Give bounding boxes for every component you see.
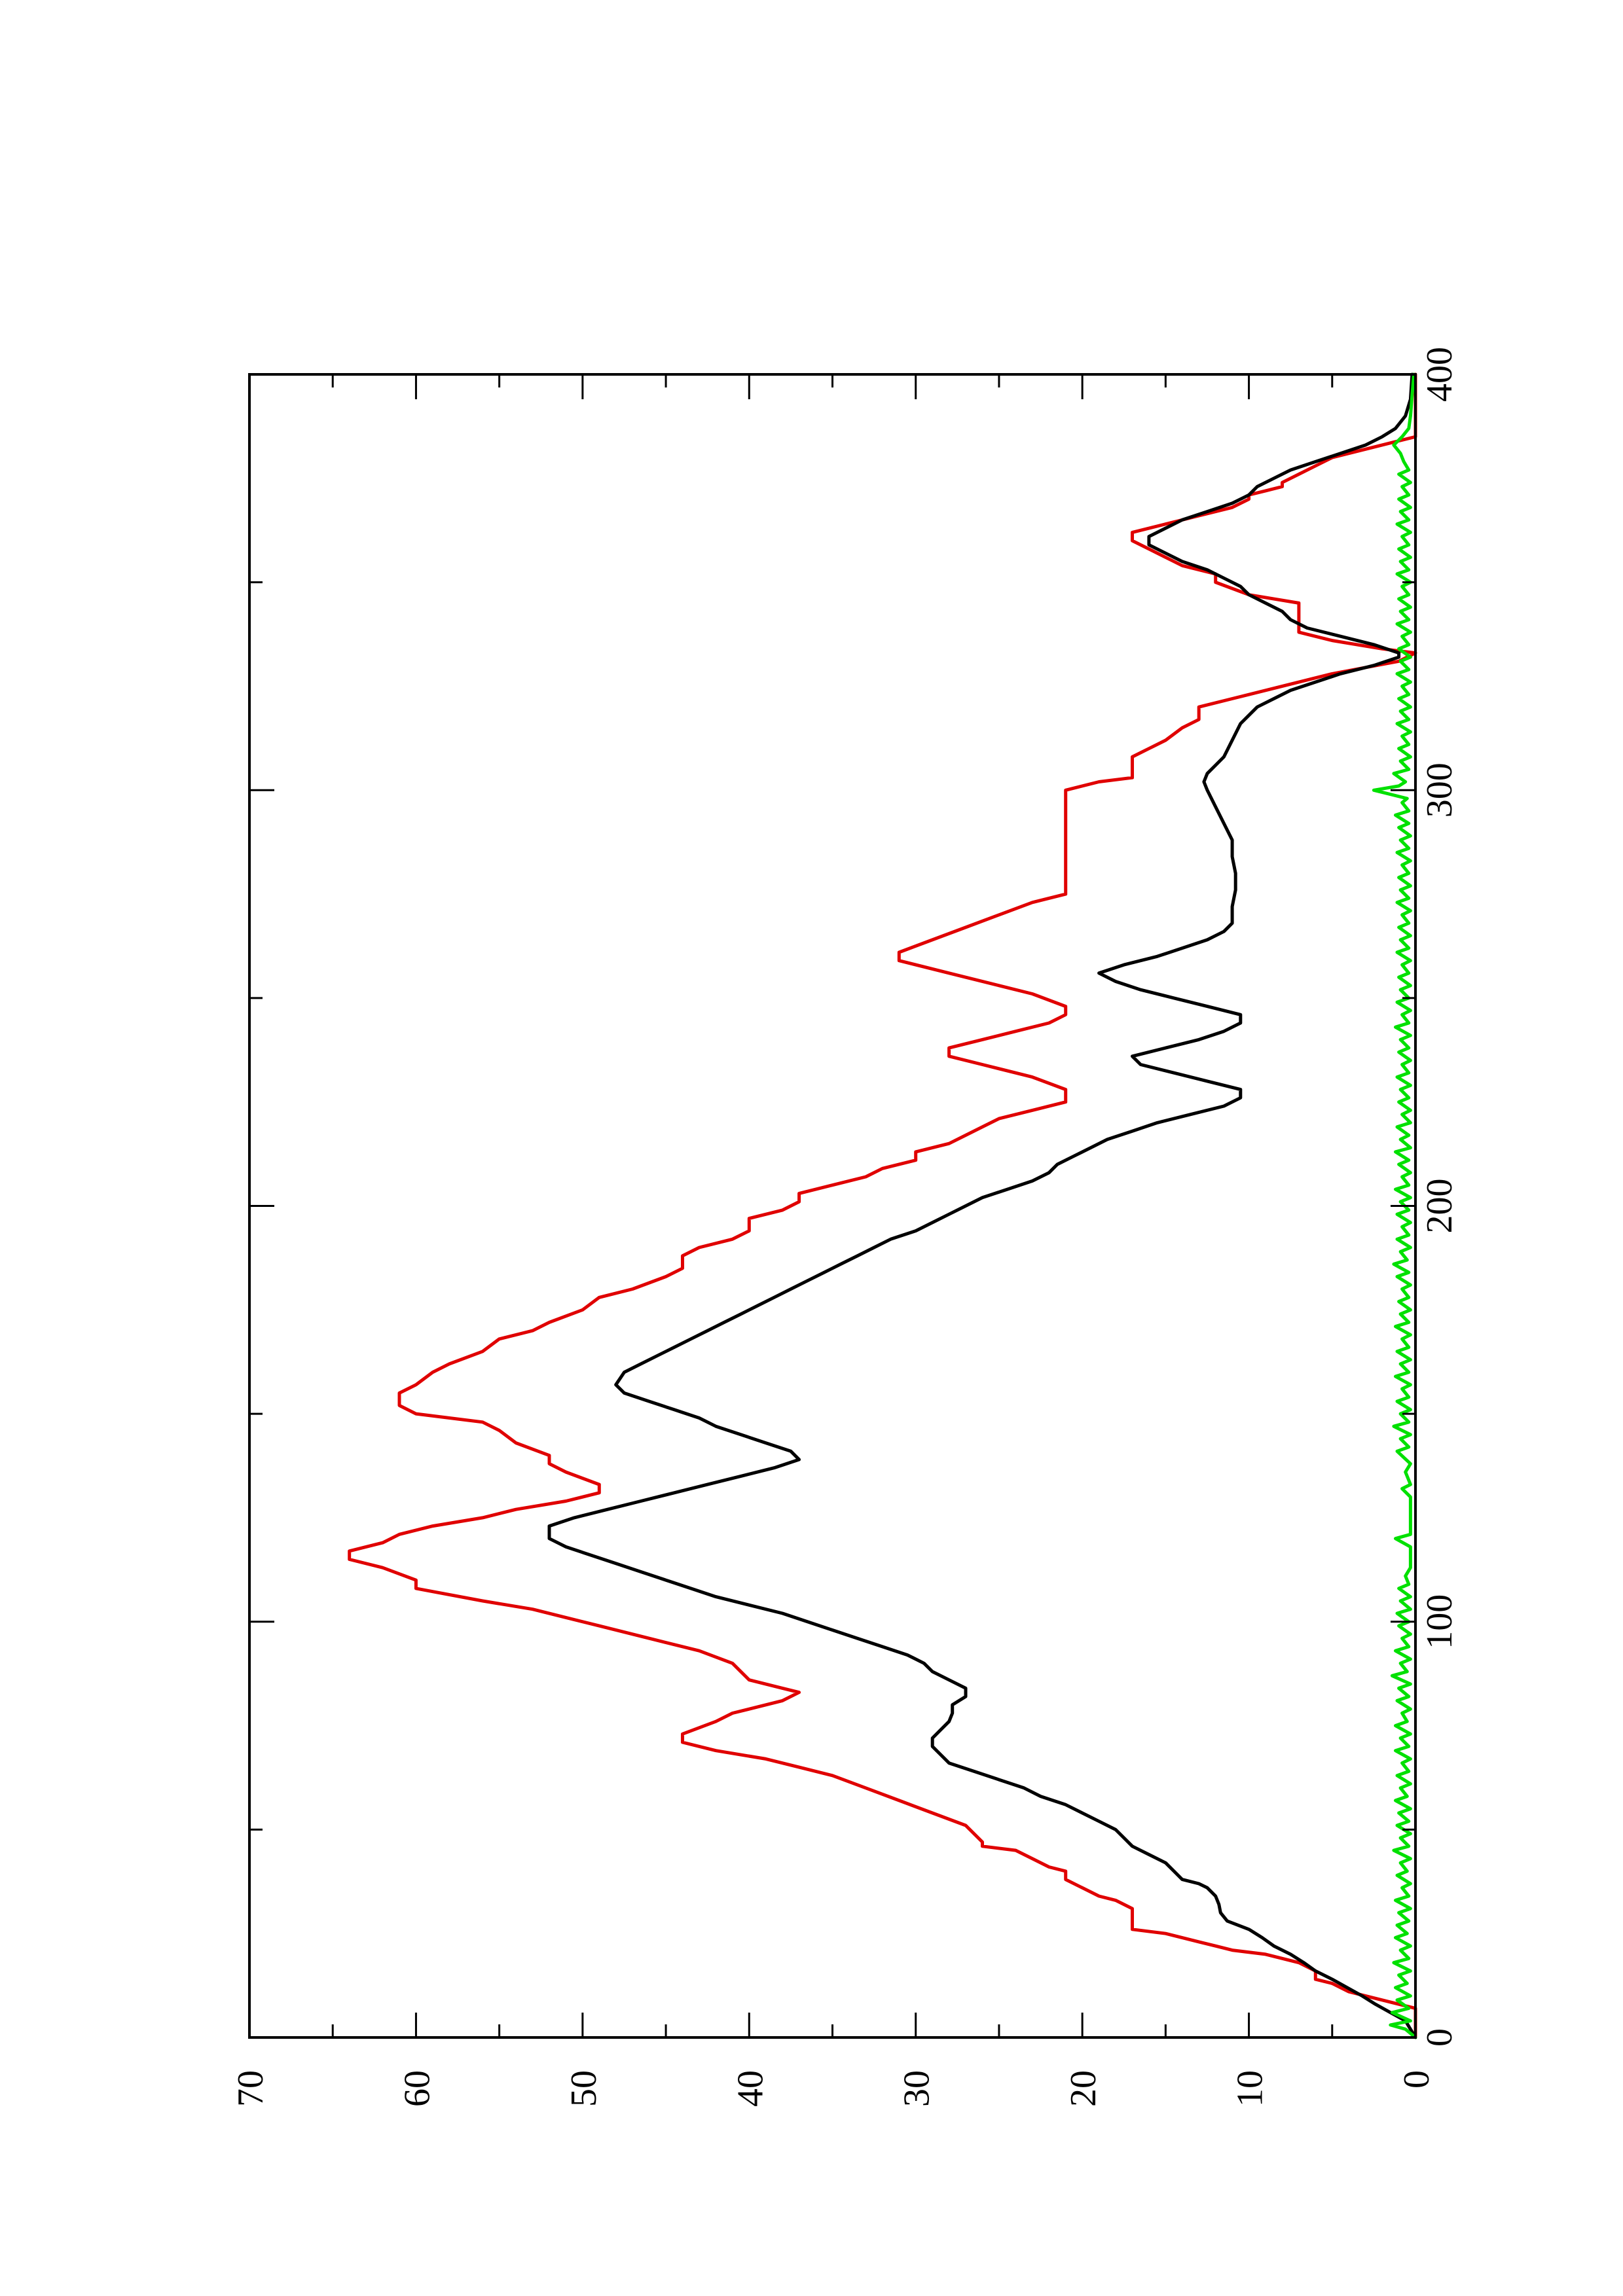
y-tick-label: 40 [730,2070,771,2107]
y-tick-label: 20 [1063,2070,1104,2107]
series-line-2 [547,372,1417,2039]
y-tick-label: 70 [230,2070,271,2107]
labels-layer: 0 100 200 300 400 0 10 20 30 40 50 60 70 [230,347,1460,2107]
x-tick-label: 100 [1419,1594,1460,1649]
y-tick-label: 0 [1396,2070,1437,2089]
y-tick-label: 10 [1230,2070,1271,2107]
axes-layer [248,373,1417,2039]
series-layer [348,372,1417,2039]
plot-frame [248,373,1417,2039]
y-tick-label: 50 [564,2070,604,2107]
x-tick-label: 400 [1419,347,1460,402]
x-tick-label: 200 [1419,1179,1460,1234]
series-line-1 [348,372,1417,2039]
x-tick-label: 0 [1419,2028,1460,2047]
y-tick-label: 60 [397,2070,437,2107]
y-tick-label: 30 [897,2070,938,2107]
x-tick-label: 300 [1419,762,1460,817]
series-line-3 [1372,372,1417,2039]
